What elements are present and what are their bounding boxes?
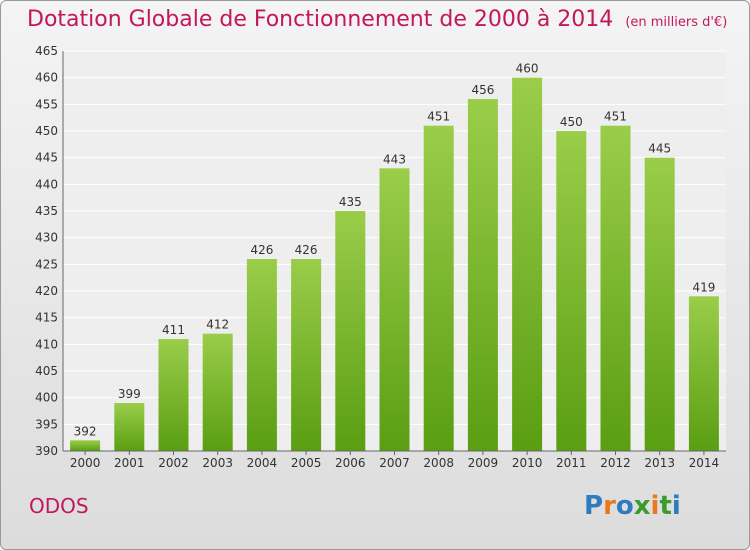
logo-letter: i [671,491,681,521]
logo-letter: i [650,491,660,521]
bar [379,168,410,452]
value-label: 419 [692,280,715,294]
value-label: 399 [118,387,141,401]
y-tick-label: 405 [35,364,58,378]
chart-title-text: Dotation Globale de Fonctionnement de 20… [27,7,614,32]
x-tick-label: 2000 [70,456,101,470]
y-tick-label: 425 [35,257,58,271]
x-tick-label: 2006 [335,456,366,470]
value-label: 445 [648,142,671,156]
value-label: 435 [339,195,362,209]
bar [688,296,719,451]
y-tick-label: 430 [35,231,58,245]
y-tick-label: 455 [35,97,58,111]
logo-letter: o [615,491,634,521]
logo-letter: t [659,491,672,521]
x-tick-label: 2003 [202,456,233,470]
y-tick-label: 420 [35,284,58,298]
bar [70,440,101,451]
x-tick-label: 2014 [689,456,720,470]
bar [114,403,145,451]
y-tick-label: 465 [35,44,58,58]
axes [62,51,726,455]
x-tick-labels: 2000 2001 2002 2003 2004 2005 2006 2007 2008 2009… [70,456,719,470]
x-tick-label: 2004 [247,456,278,470]
y-tick-label: 450 [35,124,58,138]
bar [512,77,543,452]
logo-letter: P [584,491,604,521]
bar [335,211,366,451]
y-tick-label: 435 [35,204,58,218]
chart-unit-note: (en milliers d'€) [625,15,728,30]
logo-letter: x [633,491,651,521]
bar [158,339,189,451]
value-label: 443 [383,152,406,166]
commune-name: ODOS [29,494,89,518]
logo-letter: r [603,491,616,521]
value-label: 412 [206,318,229,332]
y-tick-label: 410 [35,337,58,351]
y-tick-label: 445 [35,151,58,165]
bar [600,125,631,452]
y-tick-label: 395 [35,417,58,431]
x-tick-label: 2005 [291,456,322,470]
y-tick-label: 440 [35,177,58,191]
x-tick-label: 2007 [379,456,410,470]
value-labels: 392 399 411 412 426 426 435 443 451 456 460 450 451 4… [74,62,716,439]
value-label: 450 [560,115,583,129]
value-label: 426 [295,243,318,257]
value-label: 451 [604,110,627,124]
bar [644,157,675,451]
value-label: 426 [250,243,273,257]
bars [70,77,719,452]
value-label: 392 [74,424,97,438]
chart-title: Dotation Globale de Fonctionnement de 20… [27,7,727,32]
x-tick-label: 2002 [158,456,189,470]
bar [423,125,454,452]
value-label: 456 [471,83,494,97]
bar [556,131,587,451]
x-tick-label: 2013 [644,456,675,470]
bar [291,259,322,451]
x-tick-label: 2010 [512,456,543,470]
y-tick-label: 415 [35,311,58,325]
value-label: 451 [427,110,450,124]
bar [467,99,498,451]
x-tick-label: 2001 [114,456,145,470]
bar [202,333,233,451]
bar [246,259,277,451]
x-tick-label: 2012 [600,456,631,470]
value-label: 411 [162,323,185,337]
y-tick-label: 460 [35,71,58,85]
proxiti-logo[interactable]: Proxiti [584,491,681,521]
y-tick-label: 390 [35,444,58,458]
value-label: 460 [516,62,539,76]
y-tick-label: 400 [35,391,58,405]
y-tick-labels: 390 395 400 405 410 415 420 425 430 435 440 445 450 4… [35,44,58,458]
x-tick-label: 2011 [556,456,587,470]
x-tick-label: 2009 [468,456,499,470]
x-tick-label: 2008 [423,456,454,470]
